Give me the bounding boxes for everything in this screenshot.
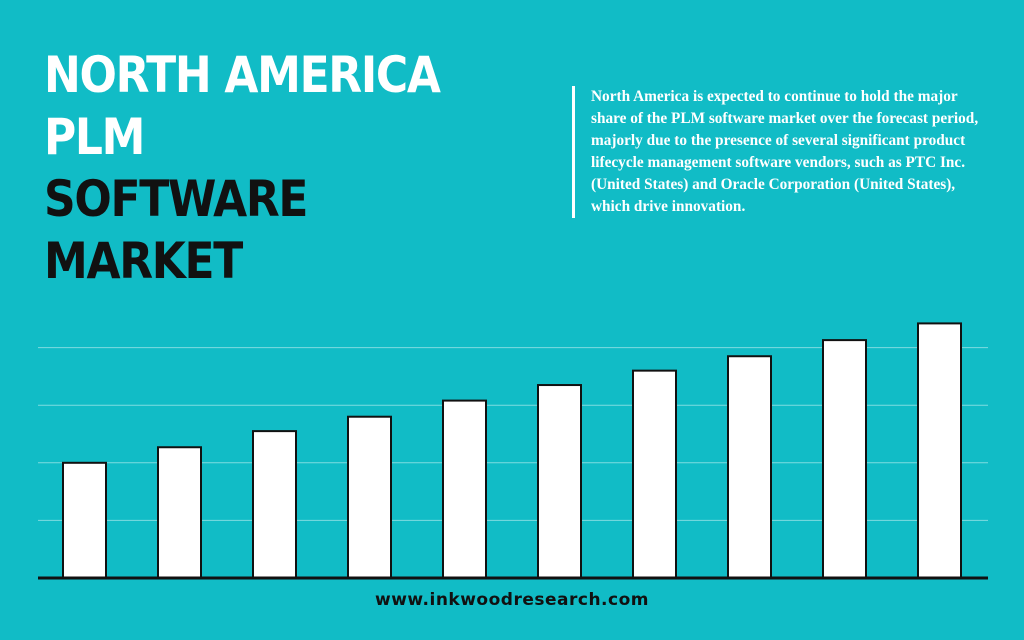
website-url[interactable]: www.inkwoodresearch.com (375, 590, 649, 610)
bar-5 (442, 399, 487, 580)
bar-6 (537, 384, 582, 580)
chart-title: NORTH AMERICA PLM SOFTWARE MARKET (44, 44, 441, 292)
bar-2 (157, 446, 202, 579)
bar-7 (632, 369, 677, 580)
bar-8 (727, 355, 772, 579)
title-line-1: NORTH AMERICA (44, 46, 441, 104)
bar-3 (252, 430, 297, 579)
bar-4 (347, 415, 392, 579)
bar-9 (822, 339, 867, 579)
title-line-3: SOFTWARE (44, 170, 308, 228)
title-line-4: MARKET (44, 232, 243, 290)
bar-1 (62, 461, 107, 579)
bar-10 (917, 322, 962, 579)
market-description: North America is expected to continue to… (572, 86, 980, 218)
title-line-2: PLM (44, 108, 145, 166)
